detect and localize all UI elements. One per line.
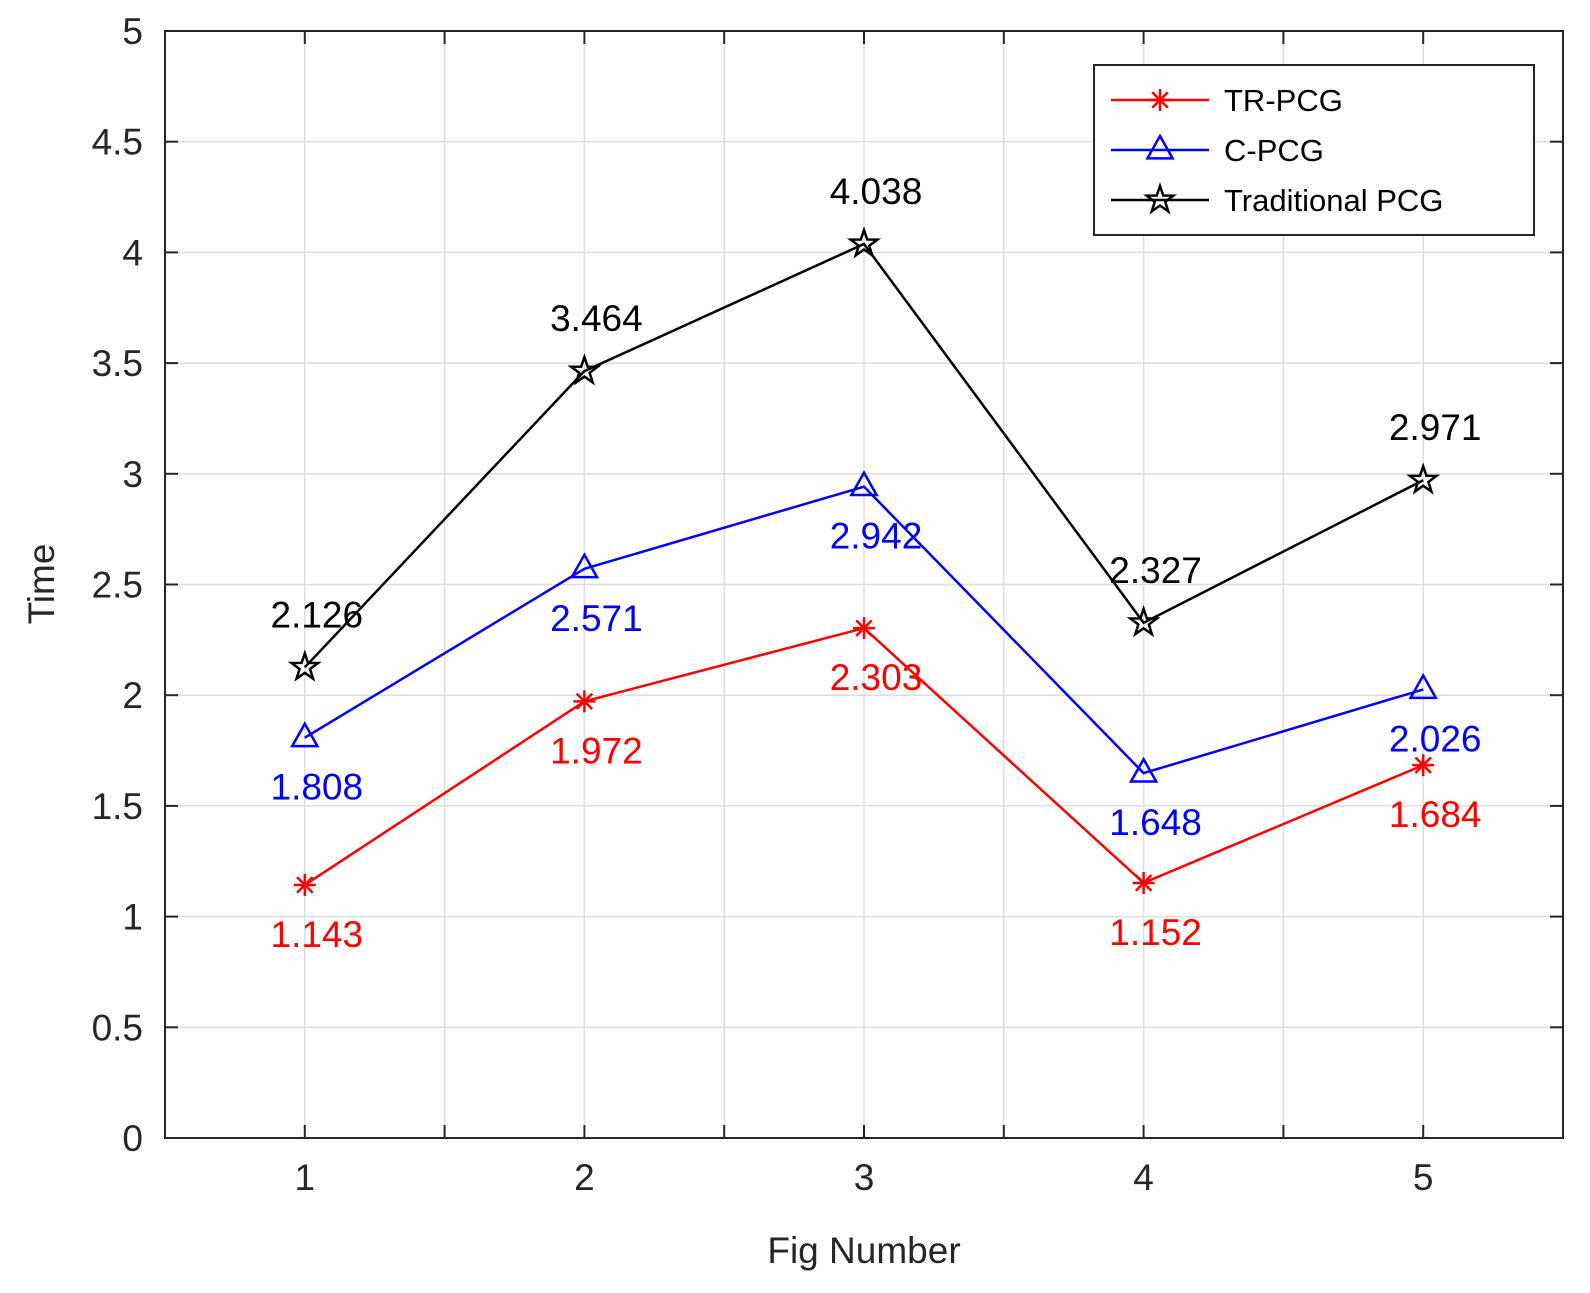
legend-marker-traditional-pcg bbox=[1142, 182, 1178, 215]
data-point-tr-pcg bbox=[1412, 754, 1435, 777]
legend-item-c-pcg: C-PCG bbox=[1111, 133, 1324, 168]
legend: TR-PCG C-PCG Traditional PCG bbox=[1093, 64, 1535, 236]
y-tick-label: 2.5 bbox=[92, 565, 143, 606]
data-point-traditional-pcg bbox=[287, 649, 322, 682]
data-label-traditional-pcg: 3.464 bbox=[550, 298, 643, 339]
data-point-c-pcg bbox=[849, 470, 879, 497]
data-label-tr-pcg: 2.303 bbox=[830, 657, 923, 698]
data-label-tr-pcg: 1.684 bbox=[1389, 794, 1482, 835]
asterisk-stroke bbox=[1151, 91, 1169, 109]
data-label-traditional-pcg: 2.327 bbox=[1109, 550, 1202, 591]
data-point-c-pcg bbox=[290, 721, 320, 748]
data-label-traditional-pcg: 2.126 bbox=[271, 594, 364, 635]
data-point-traditional-pcg bbox=[846, 226, 882, 259]
series-tr-pcg bbox=[293, 617, 1435, 896]
data-point-tr-pcg bbox=[573, 690, 596, 713]
data-label-tr-pcg: 1.972 bbox=[550, 730, 643, 771]
x-tick-label: 2 bbox=[574, 1157, 595, 1198]
series-line-traditional-pcg bbox=[303, 242, 1424, 669]
data-label-c-pcg: 1.648 bbox=[1109, 802, 1202, 843]
x-tick-label: 5 bbox=[1413, 1157, 1434, 1198]
series-line-c-pcg bbox=[304, 485, 1424, 775]
data-label-tr-pcg: 1.152 bbox=[1109, 912, 1202, 953]
data-point-c-pcg bbox=[1408, 672, 1438, 700]
y-tick-label: 4.5 bbox=[92, 122, 143, 163]
y-tick-label: 1 bbox=[122, 897, 143, 938]
y-tick-label: 3.5 bbox=[92, 343, 143, 384]
asterisk-stroke bbox=[296, 876, 314, 894]
series-traditional-pcg bbox=[287, 226, 1441, 682]
legend-marker-c-pcg bbox=[1145, 133, 1175, 160]
asterisk-stroke bbox=[575, 692, 594, 711]
y-axis-title: Time bbox=[21, 544, 62, 625]
grid-lines bbox=[165, 31, 1563, 1138]
series-group bbox=[287, 226, 1441, 896]
legend-marker-tr-pcg bbox=[1149, 89, 1171, 111]
x-tick-label: 1 bbox=[295, 1157, 316, 1198]
y-tick-label: 4 bbox=[122, 232, 143, 273]
data-point-tr-pcg bbox=[293, 873, 316, 896]
data-point-c-pcg bbox=[569, 552, 600, 579]
data-label-c-pcg: 2.942 bbox=[830, 516, 923, 557]
data-labels: 1.143 1.972 2.303 1.152 1.684 1.808 2.571 2.942… bbox=[271, 171, 1482, 955]
y-tick-label: 3 bbox=[122, 454, 143, 495]
y-tick-label: 0.5 bbox=[92, 1007, 143, 1048]
legend-label-c-pcg: C-PCG bbox=[1224, 133, 1324, 168]
legend-item-tr-pcg: TR-PCG bbox=[1111, 83, 1343, 118]
x-tick-label: 3 bbox=[854, 1157, 875, 1198]
data-label-traditional-pcg: 2.971 bbox=[1389, 407, 1482, 448]
data-point-tr-pcg bbox=[1132, 871, 1155, 894]
legend-label-traditional-pcg: Traditional PCG bbox=[1224, 183, 1443, 218]
series-c-pcg bbox=[290, 470, 1438, 783]
data-label-tr-pcg: 1.143 bbox=[271, 914, 364, 955]
data-point-traditional-pcg bbox=[1406, 462, 1441, 495]
asterisk-stroke bbox=[1134, 874, 1153, 892]
data-label-c-pcg: 2.571 bbox=[550, 598, 643, 639]
y-tick-label: 2 bbox=[122, 675, 143, 716]
data-point-traditional-pcg bbox=[1126, 604, 1161, 638]
asterisk-stroke bbox=[1414, 756, 1432, 774]
data-label-c-pcg: 1.808 bbox=[271, 767, 364, 808]
x-tick-label: 4 bbox=[1133, 1157, 1154, 1198]
data-point-traditional-pcg bbox=[567, 353, 602, 386]
data-point-tr-pcg bbox=[853, 617, 875, 640]
y-tick-label: 1.5 bbox=[92, 786, 143, 827]
legend-label-tr-pcg: TR-PCG bbox=[1224, 83, 1343, 118]
data-label-traditional-pcg: 4.038 bbox=[830, 171, 923, 212]
data-label-c-pcg: 2.026 bbox=[1389, 718, 1482, 759]
axis-ticks: 0 0.5 1 1.5 2 2.5 3 3.5 4 4.5 5 1 2 3 4 5 bbox=[92, 11, 1563, 1198]
y-tick-label: 0 bbox=[122, 1118, 143, 1159]
legend-item-traditional-pcg: Traditional PCG bbox=[1111, 182, 1443, 218]
asterisk-stroke bbox=[855, 619, 873, 637]
x-axis-title: Fig Number bbox=[767, 1230, 960, 1271]
data-point-c-pcg bbox=[1128, 756, 1159, 783]
y-tick-label: 5 bbox=[122, 11, 143, 52]
